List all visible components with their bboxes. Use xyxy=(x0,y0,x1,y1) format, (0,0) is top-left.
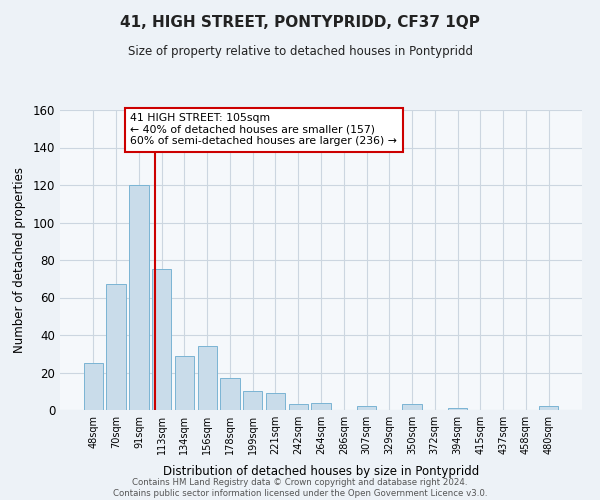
Text: Size of property relative to detached houses in Pontypridd: Size of property relative to detached ho… xyxy=(128,45,473,58)
Text: 41, HIGH STREET, PONTYPRIDD, CF37 1QP: 41, HIGH STREET, PONTYPRIDD, CF37 1QP xyxy=(120,15,480,30)
Bar xyxy=(448,408,467,410)
Text: Contains HM Land Registry data © Crown copyright and database right 2024.
Contai: Contains HM Land Registry data © Crown c… xyxy=(113,478,487,498)
Bar xyxy=(129,185,149,410)
Bar xyxy=(175,356,194,410)
Bar xyxy=(311,402,331,410)
Bar xyxy=(357,406,376,410)
Bar xyxy=(84,363,103,410)
Bar xyxy=(197,346,217,410)
X-axis label: Distribution of detached houses by size in Pontypridd: Distribution of detached houses by size … xyxy=(163,466,479,478)
Bar xyxy=(539,406,558,410)
Bar xyxy=(152,270,172,410)
Bar xyxy=(266,393,285,410)
Bar xyxy=(403,404,422,410)
Bar xyxy=(220,378,239,410)
Bar xyxy=(243,391,262,410)
Bar xyxy=(106,284,126,410)
Y-axis label: Number of detached properties: Number of detached properties xyxy=(13,167,26,353)
Text: 41 HIGH STREET: 105sqm
← 40% of detached houses are smaller (157)
60% of semi-de: 41 HIGH STREET: 105sqm ← 40% of detached… xyxy=(130,113,397,146)
Bar xyxy=(289,404,308,410)
